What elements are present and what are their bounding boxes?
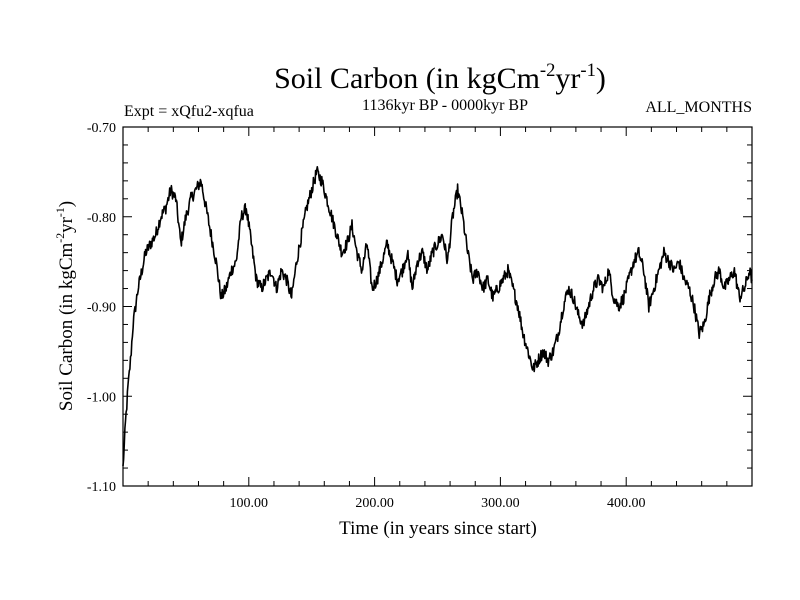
- x-tick-label: 400.00: [607, 496, 646, 511]
- series-line-soil-carbon: [122, 166, 753, 467]
- y-tick-label: -0.90: [87, 301, 116, 316]
- y-tick-label: -1.10: [87, 480, 116, 495]
- y-tick-label: -0.70: [87, 121, 116, 136]
- x-axis-label: Time (in years since start): [339, 518, 537, 539]
- y-tick-label: -0.80: [87, 211, 116, 226]
- period-label: 1136kyr BP - 0000kyr BP: [362, 97, 528, 114]
- experiment-label: Expt = xQfu2-xqfua: [124, 103, 254, 120]
- y-tick-labels: -0.70 -0.80 -0.90 -1.00 -1.10: [87, 121, 116, 495]
- y-tick-label: -1.00: [87, 390, 116, 405]
- plot-frame: [122, 126, 753, 487]
- y-axis-label: Soil Carbon (in kgCm-2yr-1): [54, 201, 77, 411]
- months-label: ALL_MONTHS: [645, 99, 752, 116]
- axis-ticks: [123, 127, 752, 486]
- x-tick-label: 300.00: [481, 496, 520, 511]
- chart-title: Soil Carbon (in kgCm-2yr-1): [274, 60, 606, 95]
- x-tick-label: 100.00: [230, 496, 269, 511]
- x-tick-labels: 100.00 200.00 300.00 400.00: [230, 496, 646, 511]
- x-tick-label: 200.00: [355, 496, 394, 511]
